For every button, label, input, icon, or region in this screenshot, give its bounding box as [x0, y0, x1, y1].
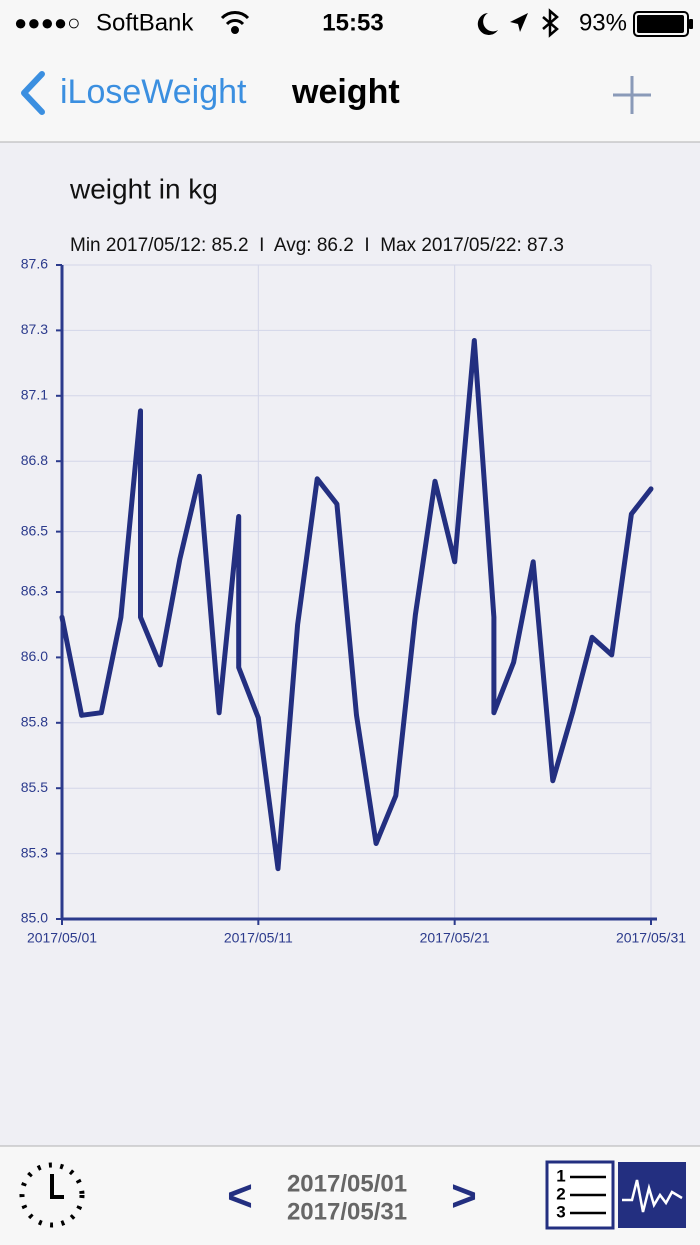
chart-stats: Min 2017/05/12: 85.2 I Avg: 86.2 I Max 2… — [70, 235, 564, 256]
list-button[interactable]: 1 2 3 — [545, 1160, 615, 1230]
y-tick-label: 86.3 — [21, 583, 48, 599]
battery-level: 93% — [579, 9, 627, 36]
list-num: 2 — [556, 1184, 565, 1203]
y-tick-label: 87.6 — [21, 256, 48, 272]
x-tick-label: 2017/05/11 — [224, 930, 293, 946]
add-button[interactable] — [613, 76, 651, 114]
y-tick-label: 85.5 — [21, 779, 48, 795]
list-num: 3 — [556, 1202, 565, 1221]
y-tick-label: 86.0 — [21, 648, 48, 664]
signal: ●●●●○ — [14, 10, 80, 35]
y-tick-label: 85.0 — [21, 910, 48, 926]
prev-button[interactable]: < — [227, 1172, 253, 1221]
chart-button[interactable] — [618, 1162, 686, 1228]
x-tick-label: 2017/05/21 — [420, 930, 490, 946]
moon-icon — [477, 13, 498, 35]
y-tick-label: 85.8 — [21, 714, 48, 730]
y-tick-label: 85.3 — [21, 844, 48, 860]
bluetooth-icon — [542, 8, 559, 38]
battery-icon — [633, 11, 693, 37]
back-button[interactable]: iLoseWeight — [21, 71, 247, 115]
y-tick-label: 87.1 — [21, 387, 48, 403]
clock: 15:53 — [322, 9, 383, 36]
range-end: 2017/05/31 — [287, 1198, 407, 1225]
clock-hands — [50, 1174, 64, 1199]
header-bg — [0, 0, 700, 142]
list-num: 1 — [556, 1166, 565, 1185]
clock-dial — [19, 1162, 85, 1228]
y-tick-label: 86.8 — [21, 452, 48, 468]
next-button[interactable]: > — [451, 1172, 477, 1221]
carrier: SoftBank — [96, 9, 194, 36]
weight-line — [59, 338, 654, 872]
chart-title: weight in kg — [69, 173, 218, 204]
back-label: iLoseWeight — [60, 73, 247, 111]
chart-pulse — [622, 1179, 683, 1213]
y-tick-label: 86.5 — [21, 522, 48, 538]
nav-title: weight — [291, 73, 400, 111]
range-start: 2017/05/01 — [287, 1170, 407, 1197]
y-tick-label: 87.3 — [21, 321, 48, 337]
list-frame — [545, 1160, 615, 1230]
chart: weight in kg Min 2017/05/12: 85.2 I Avg:… — [21, 173, 686, 945]
x-tick-label: 2017/05/01 — [27, 930, 97, 946]
x-tick-label: 2017/05/31 — [616, 930, 686, 946]
wifi-icon — [220, 11, 250, 34]
location-icon — [510, 13, 528, 32]
history-button[interactable] — [19, 1162, 85, 1228]
back-chevron — [21, 71, 45, 115]
list-lines — [570, 1175, 606, 1215]
